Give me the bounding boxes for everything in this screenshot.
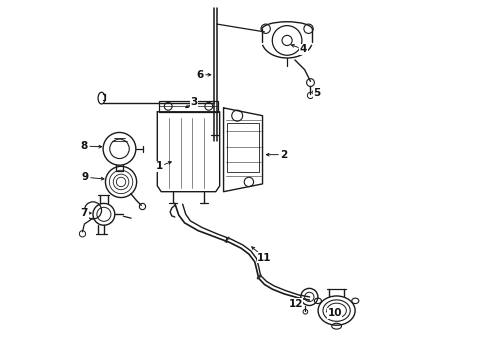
Text: 2: 2 [280,150,288,160]
Text: 8: 8 [81,141,88,151]
Text: 9: 9 [82,172,89,182]
Text: 6: 6 [196,70,204,80]
Text: 5: 5 [314,89,321,99]
Text: 7: 7 [81,208,88,218]
Bar [159,101,218,112]
Text: 3: 3 [191,97,198,107]
Text: 10: 10 [327,308,342,318]
Text: 4: 4 [300,44,307,54]
Bar [227,123,259,172]
Text: 11: 11 [257,253,272,263]
Text: 1: 1 [156,161,163,171]
Text: 12: 12 [289,299,303,309]
